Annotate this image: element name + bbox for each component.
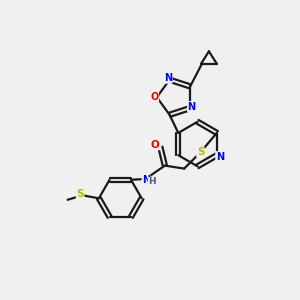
Text: N: N: [216, 152, 224, 162]
Text: O: O: [151, 140, 159, 150]
Text: N: N: [188, 102, 196, 112]
Text: S: S: [76, 189, 84, 199]
Text: H: H: [148, 178, 156, 187]
Text: S: S: [197, 147, 204, 157]
Text: N: N: [164, 73, 172, 83]
Text: O: O: [150, 92, 159, 102]
Text: N: N: [142, 175, 150, 185]
